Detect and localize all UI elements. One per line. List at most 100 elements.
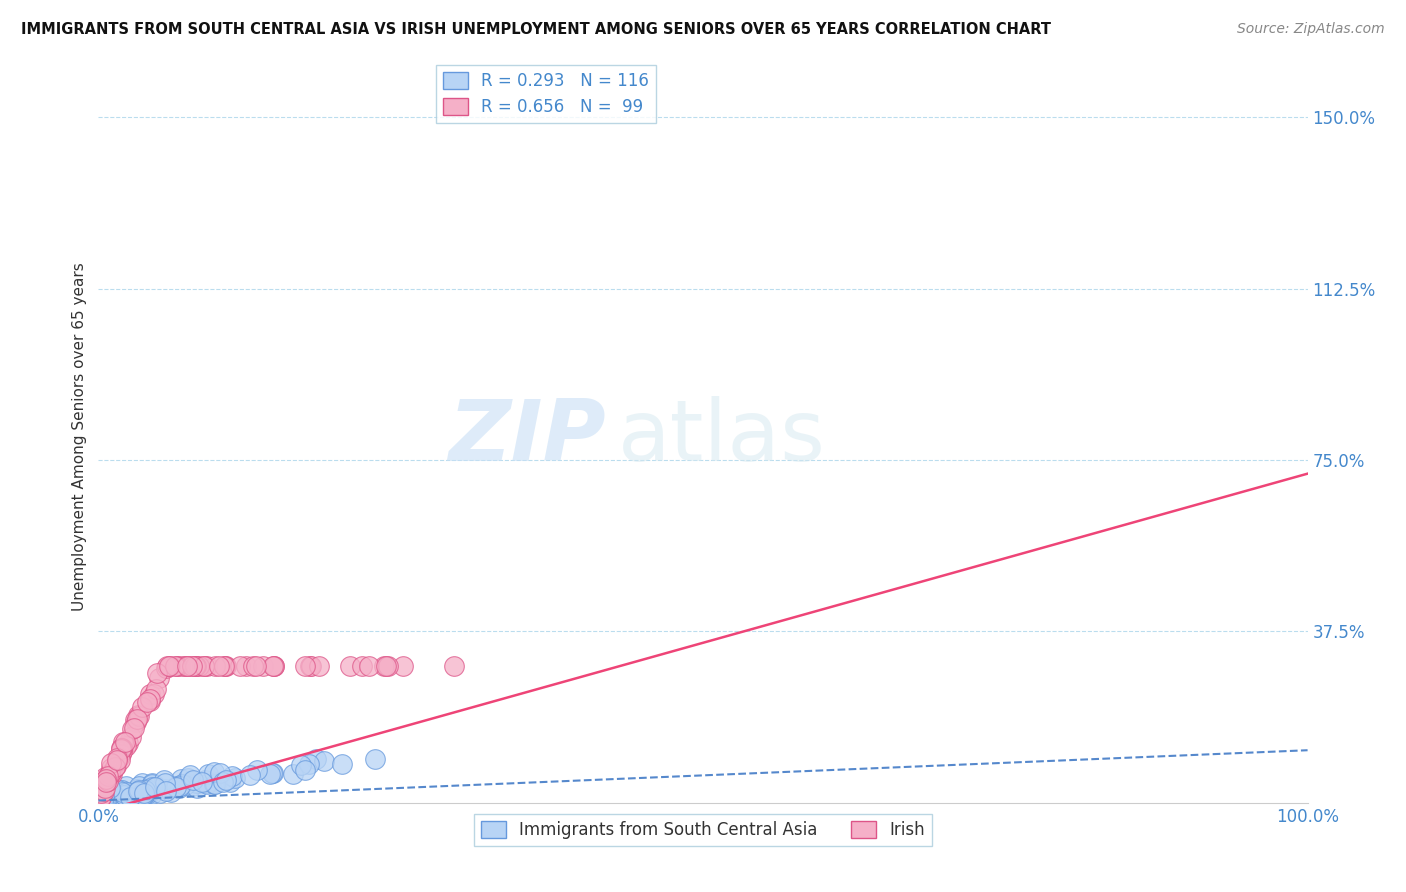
- Point: [262, 766, 284, 780]
- Point: [108, 753, 131, 767]
- Point: [357, 658, 380, 673]
- Point: [259, 767, 281, 781]
- Point: [252, 658, 274, 673]
- Point: [114, 779, 136, 793]
- Point: [262, 658, 284, 673]
- Point: [111, 744, 134, 758]
- Point: [100, 764, 122, 779]
- Point: [219, 775, 242, 789]
- Point: [114, 786, 136, 800]
- Text: ZIP: ZIP: [449, 395, 606, 479]
- Point: [100, 766, 122, 780]
- Point: [138, 692, 160, 706]
- Point: [112, 788, 135, 802]
- Point: [294, 658, 316, 673]
- Point: [90, 793, 112, 807]
- Point: [136, 787, 159, 801]
- Point: [145, 781, 167, 796]
- Point: [239, 768, 262, 782]
- Point: [96, 772, 118, 787]
- Point: [163, 658, 186, 673]
- Point: [364, 752, 387, 766]
- Point: [132, 786, 155, 800]
- Point: [195, 658, 218, 673]
- Point: [98, 788, 121, 802]
- Point: [98, 780, 121, 795]
- Point: [166, 658, 188, 673]
- Point: [94, 774, 117, 789]
- Point: [263, 658, 285, 673]
- Point: [212, 775, 235, 789]
- Point: [374, 658, 396, 673]
- Text: IMMIGRANTS FROM SOUTH CENTRAL ASIA VS IRISH UNEMPLOYMENT AMONG SENIORS OVER 65 Y: IMMIGRANTS FROM SOUTH CENTRAL ASIA VS IR…: [21, 22, 1052, 37]
- Point: [145, 681, 167, 696]
- Point: [134, 783, 156, 797]
- Point: [153, 776, 176, 790]
- Point: [188, 775, 211, 789]
- Point: [181, 658, 204, 673]
- Point: [112, 785, 135, 799]
- Point: [263, 658, 285, 673]
- Point: [157, 658, 180, 673]
- Point: [262, 765, 284, 780]
- Point: [90, 790, 112, 805]
- Point: [350, 658, 373, 673]
- Point: [121, 722, 143, 736]
- Point: [94, 780, 117, 795]
- Point: [176, 658, 198, 673]
- Point: [167, 780, 190, 795]
- Point: [179, 768, 201, 782]
- Point: [90, 789, 112, 803]
- Point: [155, 783, 177, 797]
- Point: [118, 789, 141, 803]
- Point: [202, 764, 225, 779]
- Point: [121, 787, 143, 801]
- Point: [204, 777, 226, 791]
- Point: [212, 658, 235, 673]
- Point: [229, 658, 252, 673]
- Point: [135, 782, 157, 797]
- Point: [132, 788, 155, 802]
- Point: [101, 792, 124, 806]
- Point: [93, 791, 115, 805]
- Point: [131, 700, 153, 714]
- Point: [215, 772, 238, 787]
- Point: [180, 780, 202, 794]
- Point: [110, 782, 132, 797]
- Point: [125, 714, 148, 729]
- Point: [134, 785, 156, 799]
- Point: [107, 750, 129, 764]
- Point: [290, 758, 312, 772]
- Point: [121, 788, 143, 802]
- Point: [118, 790, 141, 805]
- Point: [90, 787, 112, 801]
- Point: [97, 793, 120, 807]
- Point: [153, 781, 176, 796]
- Point: [177, 658, 200, 673]
- Point: [93, 789, 115, 803]
- Point: [104, 760, 127, 774]
- Point: [142, 687, 165, 701]
- Point: [443, 658, 465, 673]
- Point: [127, 784, 149, 798]
- Point: [110, 741, 132, 756]
- Point: [101, 767, 124, 781]
- Point: [127, 785, 149, 799]
- Point: [298, 658, 321, 673]
- Point: [242, 658, 264, 673]
- Point: [104, 785, 127, 799]
- Point: [149, 786, 172, 800]
- Point: [141, 777, 163, 791]
- Point: [155, 661, 177, 675]
- Point: [208, 766, 231, 780]
- Point: [139, 694, 162, 708]
- Point: [173, 778, 195, 792]
- Point: [98, 767, 121, 781]
- Point: [373, 658, 395, 673]
- Point: [141, 780, 163, 794]
- Point: [94, 787, 117, 801]
- Point: [108, 751, 131, 765]
- Point: [117, 736, 139, 750]
- Point: [128, 780, 150, 794]
- Point: [100, 756, 122, 770]
